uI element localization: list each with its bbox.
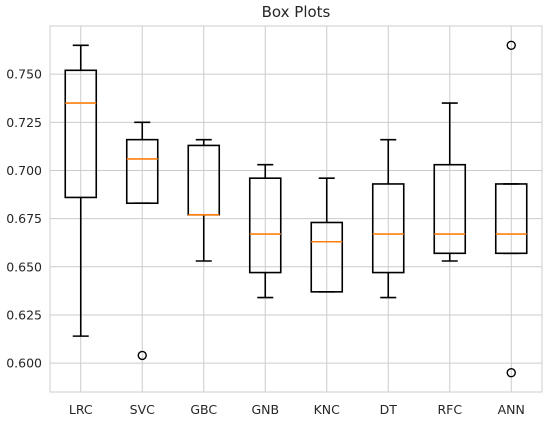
x-tick-label: LRC bbox=[69, 402, 93, 417]
outlier-point bbox=[137, 350, 147, 361]
box-dt bbox=[371, 138, 405, 299]
x-tick-label: ANN bbox=[498, 402, 525, 417]
box-ann bbox=[494, 40, 528, 378]
box-gbc bbox=[187, 138, 221, 262]
x-tick-label: SVC bbox=[130, 402, 155, 417]
x-tick-label: GNB bbox=[251, 402, 279, 417]
box-rect bbox=[310, 221, 344, 293]
box-rect bbox=[125, 138, 159, 205]
box-rfc bbox=[433, 102, 467, 262]
box-gnb bbox=[248, 163, 282, 299]
box-rect bbox=[64, 69, 98, 199]
x-tick-label: GBC bbox=[190, 402, 217, 417]
box-rect bbox=[433, 163, 467, 255]
y-tick-label: 0.650 bbox=[6, 259, 42, 274]
grid-layer bbox=[50, 26, 542, 392]
x-tick-label: KNC bbox=[314, 402, 341, 417]
chart-title: Box Plots bbox=[262, 3, 331, 21]
outlier-point bbox=[506, 40, 516, 50]
box-layer bbox=[64, 40, 528, 378]
y-tick-label: 0.600 bbox=[6, 356, 42, 371]
y-tick-label: 0.750 bbox=[6, 67, 42, 82]
y-tick-label: 0.700 bbox=[6, 163, 42, 178]
box-lrc bbox=[64, 44, 98, 337]
y-tick-label: 0.725 bbox=[6, 115, 42, 130]
box-svc bbox=[125, 121, 159, 361]
plot-frame bbox=[49, 25, 543, 393]
box-rect bbox=[371, 183, 405, 274]
box-rect bbox=[494, 183, 528, 255]
y-tick-label: 0.675 bbox=[6, 211, 42, 226]
box-rect bbox=[248, 177, 282, 274]
x-tick-label: RFC bbox=[437, 402, 462, 417]
outlier-point bbox=[506, 368, 516, 378]
box-knc bbox=[310, 177, 344, 293]
axis-layer: 0.600 0.625 0.650 0.675 0.700 0.725 0.750 LRC SV… bbox=[6, 67, 525, 417]
y-tick-label: 0.625 bbox=[6, 307, 42, 322]
x-tick-label: DT bbox=[380, 402, 398, 417]
